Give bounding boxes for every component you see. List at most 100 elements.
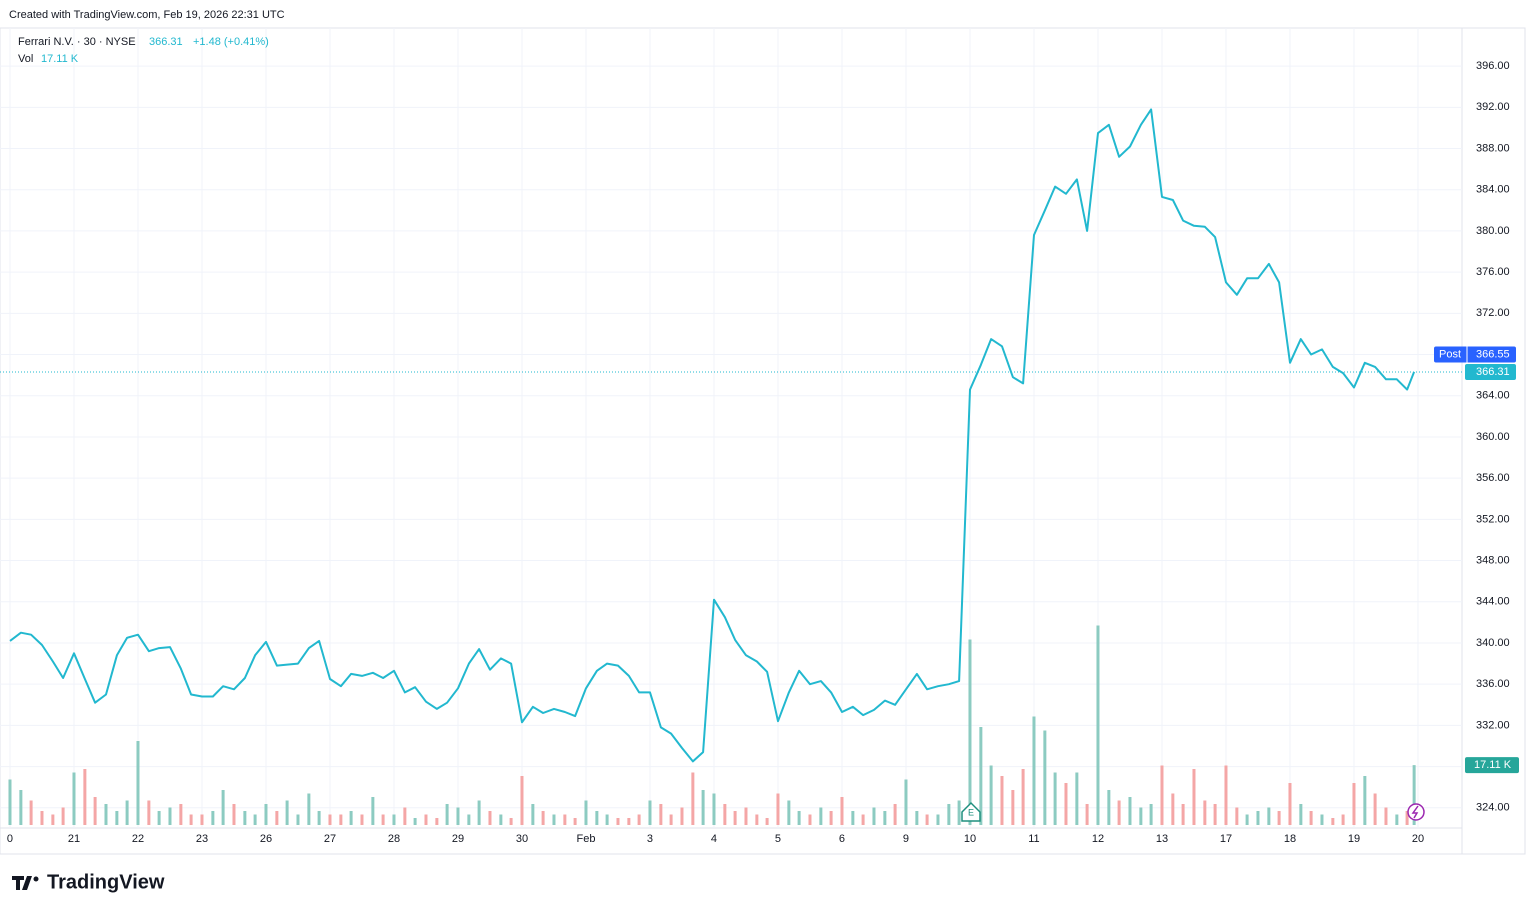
volume-bar [83, 769, 87, 825]
post-badge [1434, 346, 1516, 363]
volume-bar [787, 800, 791, 825]
volume-bar [947, 804, 951, 825]
volume-bar [936, 814, 940, 825]
volume-bar [1224, 765, 1228, 825]
volume-bar [1107, 790, 1111, 825]
volume-bar [701, 790, 705, 825]
volume-bar [488, 811, 492, 825]
volume-bar [51, 814, 55, 825]
volume-bar [307, 793, 311, 825]
volume-bar [1373, 793, 1377, 825]
volume-bar [115, 811, 119, 825]
volume-bar [317, 811, 321, 825]
volume-bar [637, 814, 641, 825]
x-tick-label: 21 [68, 833, 80, 845]
volume-bar [915, 811, 919, 825]
x-tick-label: 10 [964, 833, 976, 845]
volume-bar [1171, 793, 1175, 825]
volume-bar [691, 772, 695, 825]
volume-bar [541, 811, 545, 825]
created-note: Created with TradingView.com, Feb 19, 20… [9, 9, 285, 21]
volume-bar [531, 804, 535, 825]
volume-bar [1128, 797, 1132, 825]
last-price-badge [1465, 363, 1516, 380]
volume-bar [989, 765, 993, 825]
x-tick-label: 9 [903, 833, 909, 845]
volume-badge [1465, 757, 1519, 774]
volume-bar [1412, 765, 1416, 825]
volume-bar [243, 811, 247, 825]
x-tick-label: 29 [452, 833, 464, 845]
volume-bar [659, 804, 663, 825]
x-tick-label: 26 [260, 833, 272, 845]
y-tick-label: 336.00 [1476, 678, 1510, 690]
volume-bar [93, 797, 97, 825]
volume-bar [765, 818, 769, 825]
x-tick-label: 4 [711, 833, 717, 845]
volume-bar [1149, 804, 1153, 825]
x-tick-label: 0 [7, 833, 13, 845]
volume-last-label: 17.11 K [1474, 759, 1512, 771]
volume-bar [552, 814, 556, 825]
volume-bar [381, 814, 385, 825]
volume-bar [403, 807, 407, 825]
y-tick-label: 352.00 [1476, 513, 1510, 525]
volume-bar [1320, 814, 1324, 825]
volume-bar [1064, 783, 1068, 825]
x-tick-label: 11 [1028, 833, 1039, 845]
volume-bar [1213, 804, 1217, 825]
volume-bar [723, 804, 727, 825]
volume-bar [1331, 818, 1335, 825]
y-tick-label: 340.00 [1476, 637, 1510, 649]
volume-bar [61, 807, 65, 825]
volume-bar [883, 811, 887, 825]
volume-bar [1181, 804, 1185, 825]
volume-bar [648, 800, 652, 825]
volume-bar [349, 811, 353, 825]
logo: TradingView [12, 871, 165, 893]
volume-bar [221, 790, 225, 825]
volume-bar [968, 639, 972, 825]
x-tick-label: 27 [324, 833, 336, 845]
volume-bar [72, 772, 76, 825]
x-tick-label: 18 [1284, 833, 1296, 845]
volume-bar [1309, 811, 1313, 825]
legend-change: +1.48 (+0.41%) [193, 36, 269, 48]
volume-bar [733, 811, 737, 825]
chart-frame [0, 27, 1526, 855]
volume-bar [413, 818, 417, 825]
volume-bar [712, 793, 716, 825]
volume-bar [1363, 776, 1367, 825]
volume-bar [157, 811, 161, 825]
volume-bar [680, 807, 684, 825]
volume-bar [1256, 811, 1260, 825]
volume-bar [861, 814, 865, 825]
x-tick-label: 6 [839, 833, 845, 845]
volume-bar [40, 811, 44, 825]
x-tick-label: 13 [1156, 833, 1168, 845]
volume-bar [477, 800, 481, 825]
volume-bar [776, 793, 780, 825]
volume-bar [893, 804, 897, 825]
post-name: Post [1439, 348, 1461, 360]
volume-bar [1384, 807, 1388, 825]
plot [0, 108, 1462, 763]
y-tick-label: 372.00 [1476, 307, 1510, 319]
volume-bar [1203, 800, 1207, 825]
volume-bar [360, 814, 364, 825]
volume-bar [1352, 783, 1356, 825]
volume-bar [744, 807, 748, 825]
volume-bar [797, 811, 801, 825]
volume-bar [925, 814, 929, 825]
x-tick-label: 23 [196, 833, 208, 845]
y-tick-label: 348.00 [1476, 554, 1510, 566]
volume-bar [1085, 804, 1089, 825]
y-tick-label: 392.00 [1476, 101, 1510, 113]
volume-legend-value: 17.11 K [41, 53, 79, 65]
volume-bar [232, 804, 236, 825]
volume-bar [1299, 804, 1303, 825]
y-tick-label: 376.00 [1476, 266, 1510, 278]
volume-bar [979, 727, 983, 825]
